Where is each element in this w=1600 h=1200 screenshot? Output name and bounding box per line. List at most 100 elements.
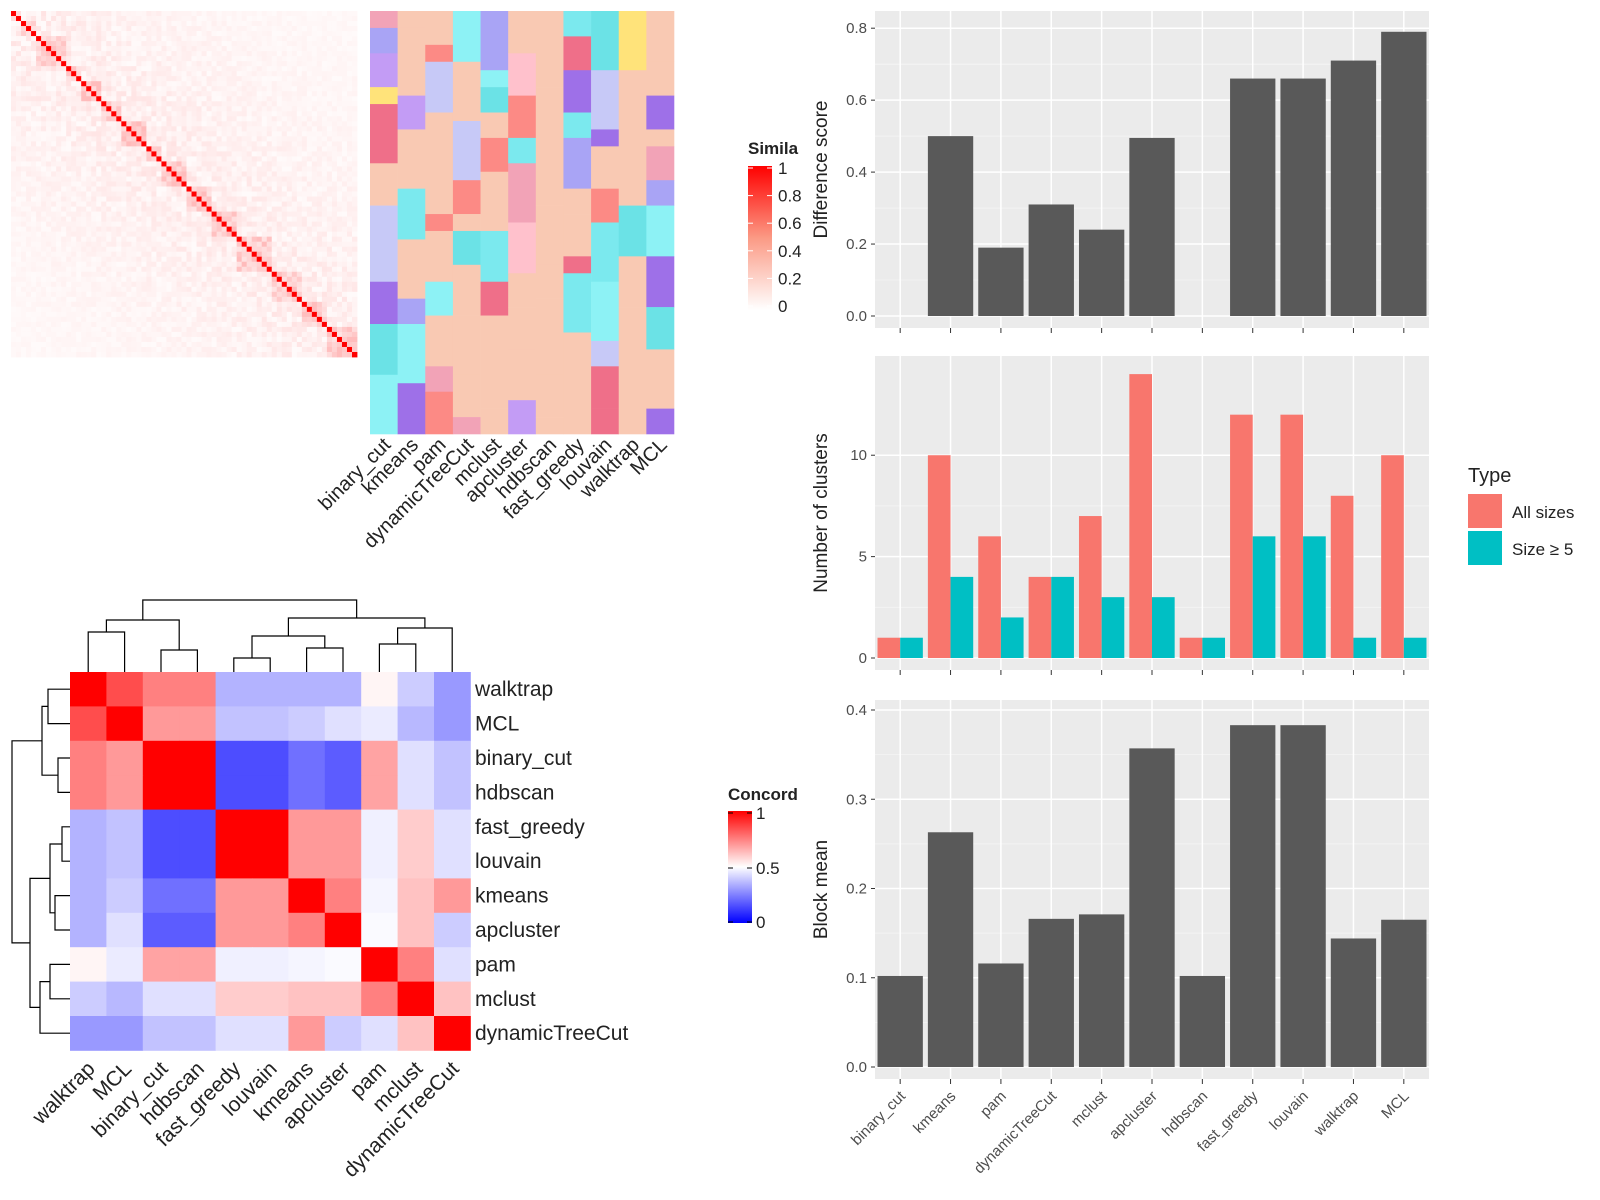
sim-cell xyxy=(271,236,278,243)
sim-cell xyxy=(276,211,283,217)
sim-cell xyxy=(146,161,152,167)
sim-cell xyxy=(201,31,207,37)
sim-cell xyxy=(281,76,288,82)
sim-cell xyxy=(151,306,157,313)
sim-cell xyxy=(341,241,348,248)
sim-cell xyxy=(81,211,87,217)
sim-cell xyxy=(166,266,172,273)
sim-cell xyxy=(21,76,27,82)
sim-cell xyxy=(11,301,17,308)
sim-cell xyxy=(266,216,273,222)
sim-cell xyxy=(216,311,222,318)
sim-cell xyxy=(181,251,187,258)
sim-cell xyxy=(231,66,238,72)
sim-cell xyxy=(326,321,333,328)
sim-cell xyxy=(111,76,117,82)
sim-cell xyxy=(91,166,97,172)
sim-cell xyxy=(176,51,182,57)
sim-cell xyxy=(346,326,353,333)
sim-cell xyxy=(306,351,313,358)
sim-cell xyxy=(256,276,263,283)
sim-cell xyxy=(261,276,268,283)
sim-cell xyxy=(336,16,343,22)
sim-cell xyxy=(216,46,222,52)
sim-cell xyxy=(51,41,57,47)
sim-cell xyxy=(136,106,142,112)
sim-cell xyxy=(106,161,112,167)
sim-cell xyxy=(206,146,212,152)
sim-cell xyxy=(221,341,228,348)
sim-cell xyxy=(266,106,273,112)
sim-cell xyxy=(261,281,268,288)
concordance-cell-walktrap-apcluster xyxy=(324,672,362,707)
sim-cell xyxy=(291,286,298,293)
sim-cell xyxy=(136,211,142,217)
sim-cell xyxy=(296,271,303,278)
sim-cell xyxy=(266,301,273,308)
sim-cell xyxy=(21,126,27,132)
sim-cell xyxy=(86,131,92,137)
sim-cell xyxy=(91,301,97,308)
sim-cell xyxy=(196,266,202,273)
sim-cell xyxy=(71,141,77,147)
sim-cell xyxy=(21,116,27,122)
sim-cell xyxy=(291,156,298,162)
sim-cell xyxy=(341,156,348,162)
sim-cell xyxy=(66,281,72,288)
sim-cell xyxy=(186,191,192,197)
sim-cell xyxy=(26,61,32,67)
sim-cell xyxy=(41,86,47,92)
sim-cell xyxy=(26,246,32,253)
cluster-cell xyxy=(646,349,675,409)
sim-cell xyxy=(71,331,77,338)
sim-cell xyxy=(301,336,308,343)
sim-cell xyxy=(61,36,67,42)
sim-cell xyxy=(306,301,313,308)
sim-cell xyxy=(211,201,217,207)
sim-cell xyxy=(186,241,192,248)
sim-cell xyxy=(286,236,293,243)
sim-cell xyxy=(66,121,72,127)
sim-cell xyxy=(56,266,62,273)
sim-cell xyxy=(226,116,233,122)
sim-cell xyxy=(86,106,92,112)
sim-cell xyxy=(81,31,87,37)
sim-cell xyxy=(196,346,202,353)
sim-cell xyxy=(161,266,167,273)
sim-cell xyxy=(86,71,92,77)
sim-cell xyxy=(31,236,37,243)
sim-cell xyxy=(11,316,17,323)
sim-cell xyxy=(271,251,278,258)
sim-cell xyxy=(151,126,157,132)
sim-cell xyxy=(161,241,167,248)
sim-cell xyxy=(251,131,258,137)
sim-cell xyxy=(146,91,152,97)
sim-cell xyxy=(151,36,157,42)
sim-cell xyxy=(191,16,197,22)
sim-cell xyxy=(91,71,97,77)
sim-cell xyxy=(206,11,212,17)
sim-cell xyxy=(161,101,167,107)
sim-cell xyxy=(136,26,142,32)
sim-cell xyxy=(136,156,142,162)
sim-cell xyxy=(281,326,288,333)
sim-cell xyxy=(246,141,253,147)
concordance-cell-hdbscan-walktrap xyxy=(70,775,107,810)
sim-cell xyxy=(141,261,147,268)
sim-cell xyxy=(201,221,207,228)
sim-cell xyxy=(151,86,157,92)
sim-cell xyxy=(111,146,117,152)
sim-cell xyxy=(261,171,268,177)
sim-cell xyxy=(31,351,37,358)
sim-cell xyxy=(241,31,248,37)
sim-cell xyxy=(46,146,52,152)
sim-cell xyxy=(226,196,233,202)
sim-cell xyxy=(266,321,273,328)
cluster-cell xyxy=(425,366,454,392)
sim-cell xyxy=(261,66,268,72)
sim-cell xyxy=(51,191,57,197)
sim-cell xyxy=(286,76,293,82)
sim-cell xyxy=(41,26,47,32)
sim-cell xyxy=(286,181,293,187)
sim-cell xyxy=(16,151,22,157)
